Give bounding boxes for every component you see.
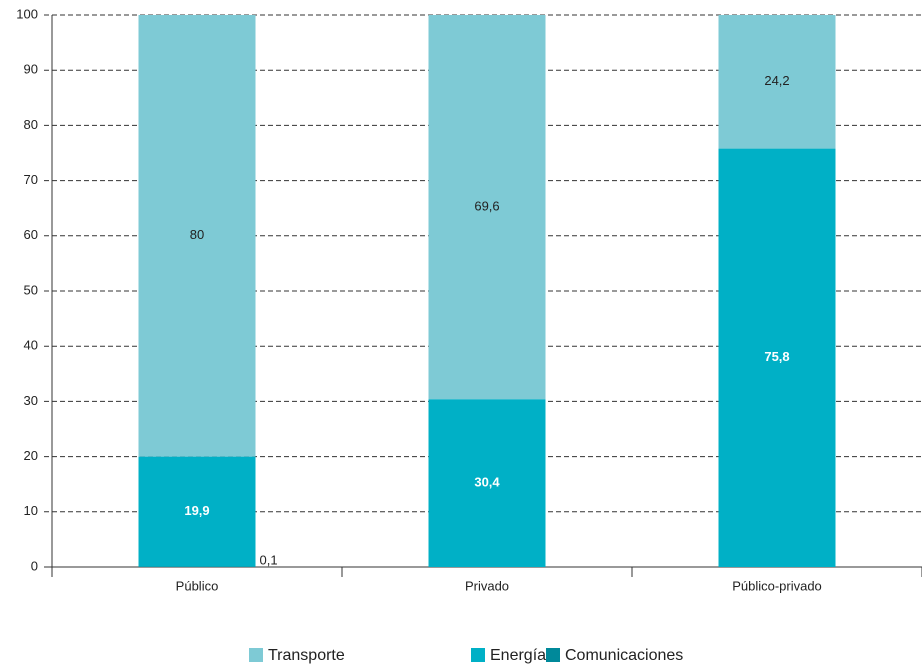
bar-segment xyxy=(428,399,546,567)
value-label: 80 xyxy=(190,227,204,242)
bar-segment xyxy=(138,15,256,457)
legend-swatch xyxy=(249,648,263,662)
y-tick-label: 30 xyxy=(24,393,38,408)
value-label: 30,4 xyxy=(474,475,500,490)
y-tick-label: 50 xyxy=(24,282,38,297)
x-tick-label: Público-privado xyxy=(732,578,822,593)
bar-segment xyxy=(138,456,256,567)
y-tick-label: 60 xyxy=(24,227,38,242)
y-tick-label: 0 xyxy=(31,558,38,573)
y-tick-label: 100 xyxy=(16,6,38,21)
bar-segment xyxy=(138,566,256,567)
legend-label: Transporte xyxy=(268,647,345,664)
x-tick-label: Público xyxy=(176,578,219,593)
value-label: 0,1 xyxy=(260,552,278,567)
y-tick-label: 40 xyxy=(24,338,38,353)
legend-label: Energía xyxy=(490,647,546,664)
y-tick-label: 20 xyxy=(24,448,38,463)
y-tick-label: 90 xyxy=(24,62,38,77)
y-tick-label: 70 xyxy=(24,172,38,187)
bar-segment xyxy=(718,15,836,149)
value-label: 24,2 xyxy=(764,73,789,88)
legend-swatch xyxy=(546,648,560,662)
y-tick-label: 80 xyxy=(24,117,38,132)
legend-swatch xyxy=(471,648,485,662)
value-label: 75,8 xyxy=(764,349,789,364)
bar-segment xyxy=(428,15,546,400)
bar-segment xyxy=(718,148,836,568)
x-tick-label: Privado xyxy=(465,578,509,593)
value-label: 69,6 xyxy=(474,199,499,214)
legend-label: Comunicaciones xyxy=(565,647,683,664)
y-tick-label: 10 xyxy=(24,503,38,518)
value-label: 19,9 xyxy=(184,503,209,518)
